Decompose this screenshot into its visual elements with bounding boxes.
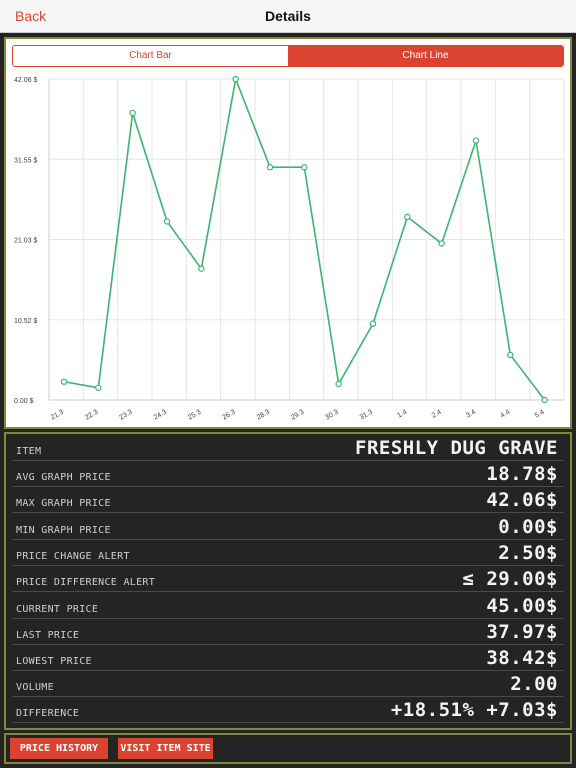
row-value: 0.00$: [498, 516, 558, 538]
y-tick-label: 31.55 $: [14, 157, 37, 164]
details-table: ITEM FRESHLY DUG GRAVE AVG GRAPH PRICE 1…: [4, 432, 572, 730]
row-value: +18.51% +7.03$: [390, 699, 558, 721]
row-label: MAX GRAPH PRICE: [16, 498, 111, 509]
x-tick-label: 22.3: [84, 409, 99, 422]
x-tick-label: 1.4: [396, 409, 408, 420]
y-tick-label: 0.00 $: [14, 398, 34, 405]
x-tick-label: 23.3: [118, 409, 133, 422]
table-row-min-graph-price: MIN GRAPH PRICE 0.00$: [12, 513, 564, 540]
x-tick-label: 30.3: [324, 409, 339, 422]
data-point: [60, 378, 68, 385]
data-point: [369, 320, 377, 327]
y-tick-label: 21.03 $: [14, 238, 37, 245]
row-label: PRICE DIFFERENCE ALERT: [16, 577, 156, 588]
data-point: [301, 164, 308, 171]
row-value: 45.00$: [486, 595, 558, 617]
table-row-last-price: LAST PRICE 37.97$: [12, 619, 564, 645]
x-tick-label: 25.3: [187, 409, 202, 422]
data-point: [163, 218, 171, 225]
tab-chart-line[interactable]: Chart Line: [288, 46, 563, 66]
chart-panel: Chart Bar Chart Line 42.06 $ 31.55 $ 21.03…: [4, 37, 572, 429]
x-tick-label: 21.3: [50, 409, 65, 422]
data-point: [438, 240, 445, 247]
chart-type-segmented-control: Chart Bar Chart Line: [12, 45, 564, 67]
row-label: AVG GRAPH PRICE: [16, 472, 111, 483]
x-tick-label: 2.4: [431, 409, 443, 420]
row-label: CURRENT PRICE: [16, 604, 99, 615]
row-label: PRICE CHANGE ALERT: [16, 551, 130, 562]
visit-item-site-button[interactable]: VISIT ITEM SITE: [118, 738, 213, 759]
data-point: [129, 109, 136, 117]
table-row-difference: DIFFERENCE +18.51% +7.03$: [12, 697, 564, 723]
price-line-chart: 42.06 $ 31.55 $ 21.03 $ 10.52 $ 0.00 $ 21.3 22…: [14, 75, 565, 422]
navigation-bar: Back Details: [0, 0, 576, 33]
action-bar: PRICE HISTORY VISIT ITEM SITE: [4, 733, 572, 764]
page-title: Details: [265, 8, 311, 24]
row-value: 2.00: [510, 673, 558, 695]
row-label: DIFFERENCE: [16, 708, 80, 719]
row-value: 2.50$: [498, 542, 558, 564]
x-tick-label: 26.3: [221, 409, 236, 422]
x-tick-label: 5.4: [534, 409, 546, 420]
data-point: [541, 396, 548, 404]
table-row-price-difference-alert: PRICE DIFFERENCE ALERT ≤ 29.00$: [12, 566, 564, 592]
data-point: [95, 384, 102, 391]
tab-chart-bar[interactable]: Chart Bar: [13, 46, 288, 66]
table-row-avg-graph-price: AVG GRAPH PRICE 18.78$: [12, 461, 564, 487]
y-tick-label: 42.06 $: [14, 77, 37, 84]
table-row-lowest-price: LOWEST PRICE 38.42$: [12, 645, 564, 671]
x-tick-label: 29.3: [290, 409, 305, 422]
data-point: [472, 137, 480, 144]
table-row-max-graph-price: MAX GRAPH PRICE 42.06$: [12, 487, 564, 513]
x-tick-label: 31.3: [359, 409, 374, 422]
row-value: 18.78$: [486, 463, 558, 485]
back-button[interactable]: Back: [15, 8, 47, 24]
data-point: [404, 213, 411, 221]
data-point: [266, 164, 274, 171]
row-label: ITEM: [16, 446, 42, 457]
row-label: LAST PRICE: [16, 630, 80, 641]
row-value: 38.42$: [486, 647, 558, 669]
x-tick-label: 4.4: [499, 409, 511, 420]
price-history-button[interactable]: PRICE HISTORY: [10, 738, 108, 759]
x-tick-label: 3.4: [465, 409, 477, 420]
row-value: ≤ 29.00$: [462, 568, 558, 590]
row-value: FRESHLY DUG GRAVE: [355, 437, 558, 459]
table-row-current-price: CURRENT PRICE 45.00$: [12, 592, 564, 619]
x-tick-label: 24.3: [153, 409, 168, 422]
row-value: 37.97$: [486, 621, 558, 643]
table-row-volume: VOLUME 2.00: [12, 671, 564, 697]
table-row-price-change-alert: PRICE CHANGE ALERT 2.50$: [12, 540, 564, 566]
row-value: 42.06$: [486, 489, 558, 511]
data-point: [198, 265, 205, 272]
y-tick-label: 10.52 $: [14, 318, 37, 325]
row-label: MIN GRAPH PRICE: [16, 525, 111, 536]
table-row-item: ITEM FRESHLY DUG GRAVE: [12, 434, 564, 461]
data-point: [335, 380, 342, 388]
row-label: VOLUME: [16, 682, 54, 693]
x-tick-label: 28.3: [256, 409, 271, 422]
data-point: [507, 351, 514, 359]
row-label: LOWEST PRICE: [16, 656, 92, 667]
data-point: [232, 75, 239, 83]
